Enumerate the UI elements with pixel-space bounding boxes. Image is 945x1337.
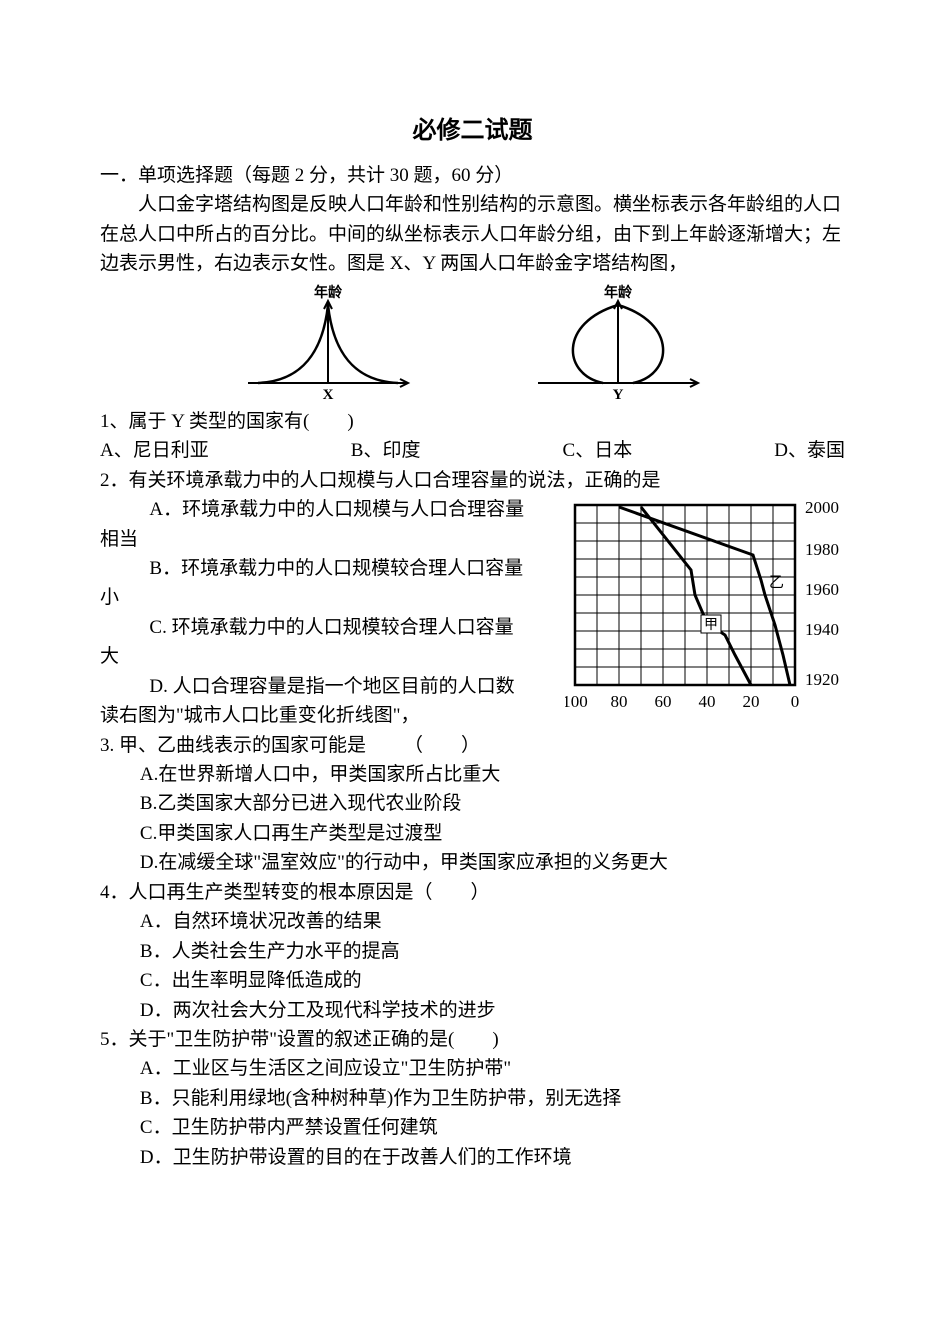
chart-ylabel-3: 1940 bbox=[805, 620, 839, 639]
pyramid-x: 年龄 X bbox=[228, 283, 428, 403]
q5-option-c: C．卫生防护带内严禁设置任何建筑 bbox=[100, 1113, 845, 1142]
q2-option-c-line2: 大 bbox=[100, 642, 549, 671]
q2-stem: 2．有关环境承载力中的人口规模与人口合理容量的说法，正确的是 bbox=[100, 466, 845, 495]
q5-option-b: B．只能利用绿地(含种树种草)作为卫生防护带，别无选择 bbox=[100, 1084, 845, 1113]
chart-ylabel-2: 1960 bbox=[805, 580, 839, 599]
q2-option-d: D. 人口合理容量是指一个地区目前的人口数 bbox=[100, 672, 549, 701]
pyramid-age-label-y: 年龄 bbox=[604, 284, 633, 301]
q1-stem: 1、属于 Y 类型的国家有( ) bbox=[100, 407, 845, 436]
pyramid-y: 年龄 Y bbox=[518, 283, 718, 403]
q1-option-d: D、泰国 bbox=[774, 436, 845, 465]
page-title: 必修二试题 bbox=[100, 110, 845, 145]
pyramid-figure-row: 年龄 X 年龄 Y bbox=[100, 283, 845, 403]
chart-label-yi: 乙 bbox=[769, 575, 784, 591]
q4-stem: 4．人口再生产类型转变的根本原因是（ ） bbox=[100, 878, 845, 907]
q3-option-b: B.乙类国家大部分已进入现代农业阶段 bbox=[100, 789, 845, 818]
q1-options: A、尼日利亚 B、印度 C、日本 D、泰国 bbox=[100, 436, 845, 465]
intro-paragraph: 人口金字塔结构图是反映人口年龄和性别结构的示意图。横坐标表示各年龄组的人口在总人… bbox=[100, 190, 845, 278]
chart-xlabel-4: 20 bbox=[743, 692, 760, 711]
q2-option-a-line2: 相当 bbox=[100, 525, 549, 554]
chart-label-jia: 甲 bbox=[704, 618, 718, 633]
chart-ylabel-4: 1920 bbox=[805, 670, 839, 689]
q1-option-b: B、印度 bbox=[351, 436, 421, 465]
chart-xlabel-2: 60 bbox=[655, 692, 672, 711]
q2-option-b-line1: B．环境承载力中的人口规模较合理人口容量 bbox=[100, 554, 549, 583]
q5-option-a: A．工业区与生活区之间应设立"卫生防护带" bbox=[100, 1054, 845, 1083]
q4-option-d: D．两次社会大分工及现代科学技术的进步 bbox=[100, 996, 845, 1025]
q2-options-col: A．环境承载力中的人口规模与人口合理容量 相当 B．环境承载力中的人口规模较合理… bbox=[100, 495, 549, 760]
chart-xlabel-5: 0 bbox=[791, 692, 800, 711]
line-chart: 甲 乙 2000 1980 1960 1940 1920 100 80 60 4… bbox=[565, 495, 845, 735]
q4-option-c: C．出生率明显降低造成的 bbox=[100, 966, 845, 995]
q3-stem: 3. 甲、乙曲线表示的国家可能是 （ ） bbox=[100, 731, 549, 760]
q2-option-b-line2: 小 bbox=[100, 583, 549, 612]
q2-option-c-line1: C. 环境承载力中的人口规模较合理人口容量 bbox=[100, 613, 549, 642]
chart-ylabel-0: 2000 bbox=[805, 498, 839, 517]
section-heading: 一．单项选择题（每题 2 分，共计 30 题，60 分） bbox=[100, 161, 845, 190]
q1-option-c: C、日本 bbox=[563, 436, 633, 465]
chart-xlabel-0: 100 bbox=[565, 692, 588, 711]
q4-option-b: B．人类社会生产力水平的提高 bbox=[100, 937, 845, 966]
q5-stem: 5．关于"卫生防护带"设置的叙述正确的是( ) bbox=[100, 1025, 845, 1054]
page: 必修二试题 一．单项选择题（每题 2 分，共计 30 题，60 分） 人口金字塔… bbox=[0, 0, 945, 1232]
chart-xlabel-1: 80 bbox=[611, 692, 628, 711]
q3-option-d: D.在减缓全球"温室效应"的行动中，甲类国家应承担的义务更大 bbox=[100, 848, 845, 877]
q3-option-c: C.甲类国家人口再生产类型是过渡型 bbox=[100, 819, 845, 848]
q5-option-d: D．卫生防护带设置的目的在于改善人们的工作环境 bbox=[100, 1143, 845, 1172]
q1-option-a: A、尼日利亚 bbox=[100, 436, 209, 465]
chart-intro: 读右图为"城市人口比重变化折线图"， bbox=[100, 701, 549, 730]
pyramid-age-label: 年龄 bbox=[314, 284, 343, 301]
q2-option-a-line1: A．环境承载力中的人口规模与人口合理容量 bbox=[100, 495, 549, 524]
q4-option-a: A．自然环境状况改善的结果 bbox=[100, 907, 845, 936]
pyramid-x-label: X bbox=[322, 387, 333, 403]
q3-option-a: A.在世界新增人口中，甲类国家所占比重大 bbox=[100, 760, 845, 789]
line-chart-svg: 甲 乙 2000 1980 1960 1940 1920 100 80 60 4… bbox=[565, 495, 845, 730]
q2-and-chart-row: A．环境承载力中的人口规模与人口合理容量 相当 B．环境承载力中的人口规模较合理… bbox=[100, 495, 845, 760]
chart-xlabel-3: 40 bbox=[699, 692, 716, 711]
pyramid-y-label: Y bbox=[612, 387, 623, 403]
chart-ylabel-1: 1980 bbox=[805, 540, 839, 559]
